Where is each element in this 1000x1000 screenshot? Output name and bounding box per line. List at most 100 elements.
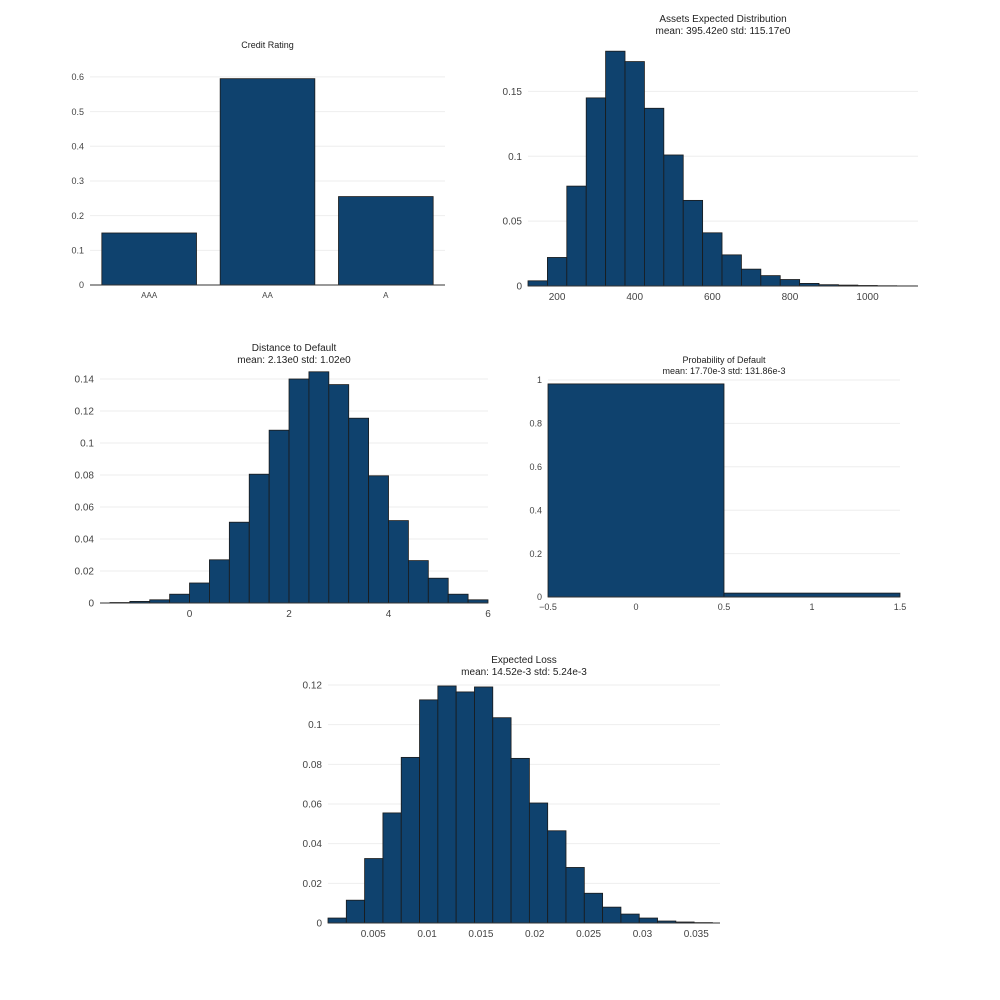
histogram-bar: [437, 685, 457, 924]
histogram-bar: [585, 97, 607, 287]
histogram-bar: [228, 521, 250, 604]
x-tick-label: AAA: [141, 291, 158, 300]
histogram-bar: [368, 475, 389, 604]
x-tick-label: 800: [782, 292, 799, 303]
chart-title: Distance to Default: [252, 343, 337, 354]
y-tick-label: 0.5: [71, 107, 84, 117]
histogram-bar: [209, 559, 230, 604]
y-tick-label: 0.2: [71, 211, 84, 221]
y-tick-label: 0.6: [71, 72, 84, 82]
histogram-bar: [169, 593, 190, 604]
histogram-bar: [288, 378, 310, 604]
y-tick-label: 0.4: [529, 505, 542, 515]
chart-title: Probability of Default: [682, 355, 766, 365]
histogram-bar: [721, 254, 742, 287]
histogram-bar: [388, 520, 409, 604]
histogram-bar: [638, 917, 658, 924]
x-tick-label: 0.015: [468, 929, 493, 940]
x-tick-label: 4: [386, 609, 392, 620]
histogram-bar: [624, 61, 645, 287]
x-tick-label: 0.01: [417, 929, 437, 940]
x-tick-label: 0.5: [718, 602, 731, 612]
y-tick-label: 0.1: [508, 152, 522, 163]
histogram-bar: [447, 593, 469, 604]
bar-aa: [219, 78, 316, 286]
y-tick-label: 0.06: [75, 503, 95, 514]
plot-area: 0 0.02 0.04 0.06 0.08 0.1 0.12 0.14 0 2 4 6 Distance…: [75, 343, 492, 620]
histogram-bar: [799, 283, 820, 287]
histogram-bar: [455, 691, 475, 924]
histogram-bar: [408, 560, 429, 604]
x-tick-label: 1.5: [894, 602, 907, 612]
y-tick-label: 0.1: [308, 720, 322, 731]
histogram-bar: [527, 280, 548, 287]
histogram-bar: [566, 185, 587, 287]
y-tick-label: 0.2: [529, 549, 542, 559]
y-tick-label: 0: [88, 599, 94, 610]
x-tick-label: AA: [262, 291, 273, 300]
x-tick-label: 400: [626, 292, 643, 303]
x-tick-label: 0.02: [525, 929, 545, 940]
histogram-bar: [345, 899, 366, 924]
bar-aaa: [101, 232, 197, 286]
histogram-bar: [818, 284, 839, 287]
y-tick-label: 0.05: [503, 217, 523, 228]
plot-area: 0 0.02 0.04 0.06 0.08 0.1 0.12 0.005 0.01 0.015 0.…: [303, 655, 720, 940]
chart-subtitle: mean: 17.70e-3 std: 131.86e-3: [662, 366, 785, 376]
y-tick-label: 0.12: [75, 407, 95, 418]
x-tick-label: 2: [286, 609, 292, 620]
histogram-bar: [644, 107, 665, 287]
y-tick-label: 0.4: [71, 141, 84, 151]
histogram-bar: [327, 917, 347, 924]
y-tick-label: 0.1: [80, 439, 94, 450]
chart-title: Expected Loss: [491, 655, 557, 666]
histogram-bar: [547, 383, 725, 598]
y-tick-label: 0.02: [75, 567, 95, 578]
y-tick-label: 0.3: [71, 176, 84, 186]
histogram-bar: [663, 154, 684, 287]
chart-subtitle: mean: 395.42e0 std: 115.17e0: [656, 26, 791, 37]
histogram-bar: [129, 600, 151, 604]
histogram-bar: [528, 802, 549, 924]
y-tick-label: 0.6: [529, 462, 542, 472]
x-tick-label: 1000: [856, 292, 879, 303]
histogram-bar: [741, 268, 762, 287]
histogram-bar: [857, 285, 878, 287]
histogram-bar: [474, 686, 494, 924]
histogram-bar: [547, 257, 568, 287]
chart-title: Credit Rating: [241, 40, 294, 50]
y-tick-label: 0.02: [303, 879, 323, 890]
chart-title: Assets Expected Distribution: [659, 14, 786, 25]
y-tick-label: 0: [516, 282, 522, 293]
histogram-bar: [268, 429, 290, 604]
histogram-bar: [779, 279, 801, 287]
histogram-bar: [328, 384, 350, 604]
histogram-bar: [723, 592, 901, 598]
histogram-bar: [510, 757, 530, 924]
histogram-bar: [427, 577, 449, 604]
histogram-bar: [602, 906, 622, 924]
histogram-bar: [605, 50, 626, 287]
y-tick-label: 0.06: [303, 799, 323, 810]
histogram-bar: [675, 921, 695, 924]
y-tick-label: 0.08: [75, 471, 95, 482]
histogram-bar: [189, 582, 210, 604]
y-tick-label: 0.04: [303, 839, 323, 850]
histogram-bar: [565, 867, 585, 924]
histogram-bar: [467, 599, 489, 604]
histogram-bar: [760, 275, 781, 287]
y-tick-label: 0: [79, 280, 84, 290]
histogram-bar: [583, 892, 604, 924]
y-tick-label: 0: [537, 592, 542, 602]
